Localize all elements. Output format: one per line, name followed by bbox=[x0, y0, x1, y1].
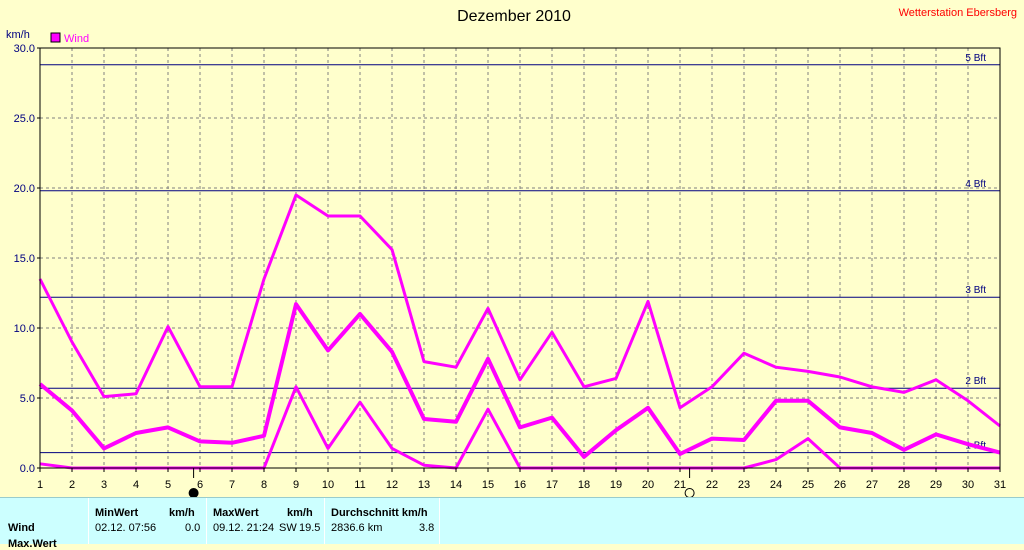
max-direction: SW bbox=[279, 522, 297, 534]
x-tick-label: 15 bbox=[482, 479, 494, 491]
x-tick-label: 31 bbox=[994, 479, 1006, 491]
moon-phases bbox=[188, 468, 695, 497]
min-value: 0.0 bbox=[185, 522, 201, 534]
stats-panel: Wind Max.Wert MinWert km/h 02.12. 07:56 … bbox=[0, 497, 1024, 550]
avg-value: 3.8 bbox=[419, 522, 435, 534]
min-time: 02.12. 07:56 bbox=[95, 522, 157, 534]
x-tick-label: 1 bbox=[37, 479, 43, 491]
y-tick-label: 25.0 bbox=[14, 113, 35, 125]
stats-label-col: Wind Max.Wert bbox=[0, 498, 88, 550]
x-tick-label: 2 bbox=[69, 479, 75, 491]
x-tick-label: 9 bbox=[293, 479, 299, 491]
max-unit-header: km/h bbox=[287, 507, 313, 519]
max-header: MaxWert bbox=[213, 507, 259, 519]
x-tick-label: 14 bbox=[450, 479, 462, 491]
x-tick-label: 23 bbox=[738, 479, 750, 491]
beaufort-label: 4 Bft bbox=[965, 179, 986, 190]
wind-chart: Dezember 2010 Wetterstation Ebersberg km… bbox=[6, 7, 1017, 497]
x-tick-label: 29 bbox=[930, 479, 942, 491]
series-line-avg bbox=[38, 302, 1001, 459]
x-tick-label: 3 bbox=[101, 479, 107, 491]
y-tick-label: 5.0 bbox=[20, 393, 35, 405]
chart-title: Dezember 2010 bbox=[457, 8, 571, 25]
new-moon-icon bbox=[188, 488, 199, 497]
beaufort-label: 2 Bft bbox=[965, 376, 986, 387]
x-tick-label: 13 bbox=[418, 479, 430, 491]
max-time: 09.12. 21:24 bbox=[213, 522, 275, 534]
x-tick-label: 10 bbox=[322, 479, 334, 491]
x-tick-label: 27 bbox=[866, 479, 878, 491]
x-tick-label: 25 bbox=[802, 479, 814, 491]
avg-header: Durchschnitt km/h bbox=[331, 507, 428, 519]
x-tick-label: 26 bbox=[834, 479, 846, 491]
stats-max-col: MaxWert km/h 09.12. 21:24 SW 19.5 bbox=[206, 498, 324, 544]
x-tick-label: 5 bbox=[165, 479, 171, 491]
min-unit-header: km/h bbox=[169, 507, 195, 519]
x-tick-label: 24 bbox=[770, 479, 782, 491]
x-tick-label: 4 bbox=[133, 479, 139, 491]
x-tick-label: 21 bbox=[674, 479, 686, 491]
y-tick-label: 0.0 bbox=[20, 463, 35, 475]
row-label-wind: Wind bbox=[8, 522, 35, 534]
legend-label: Wind bbox=[64, 33, 89, 45]
legend-swatch bbox=[50, 32, 61, 43]
beaufort-label: 3 Bft bbox=[965, 285, 986, 296]
x-tick-label: 18 bbox=[578, 479, 590, 491]
x-tick-label: 17 bbox=[546, 479, 558, 491]
x-tick-label: 16 bbox=[514, 479, 526, 491]
min-header: MinWert bbox=[95, 507, 139, 519]
beaufort-label: 5 Bft bbox=[965, 53, 986, 64]
y-tick-label: 15.0 bbox=[14, 253, 35, 265]
x-tick-label: 20 bbox=[642, 479, 654, 491]
grid bbox=[40, 48, 1000, 468]
x-tick-label: 28 bbox=[898, 479, 910, 491]
y-tick-label: 30.0 bbox=[14, 43, 35, 55]
y-tick-label: 10.0 bbox=[14, 323, 35, 335]
x-tick-label: 12 bbox=[386, 479, 398, 491]
x-tick-label: 7 bbox=[229, 479, 235, 491]
y-tick-label: 20.0 bbox=[14, 183, 35, 195]
stats-avg-col: Durchschnitt km/h 2836.6 km 3.8 bbox=[324, 498, 440, 544]
x-tick-label: 19 bbox=[610, 479, 622, 491]
max-value: 19.5 bbox=[299, 522, 321, 534]
series-line-max bbox=[38, 193, 1001, 428]
avg-distance: 2836.6 km bbox=[331, 522, 383, 534]
row-label-max: Max.Wert bbox=[8, 538, 57, 550]
y-unit-label: km/h bbox=[6, 29, 30, 41]
x-tick-label: 11 bbox=[354, 479, 365, 491]
station-name: Wetterstation Ebersberg bbox=[899, 7, 1017, 19]
plot-frame bbox=[39, 47, 1001, 469]
x-tick-label: 30 bbox=[962, 479, 974, 491]
axes: 1 2 3 4 5 6 7 8 9 10 11 12 13 14 15 16 17 18 19 20 21 22 23 24 2… bbox=[14, 43, 1007, 491]
x-tick-label: 8 bbox=[261, 479, 267, 491]
x-tick-label: 22 bbox=[706, 479, 718, 491]
full-moon-icon bbox=[684, 488, 695, 497]
stats-min-col: MinWert km/h 02.12. 07:56 0.0 bbox=[88, 498, 206, 544]
x-tick-label: 6 bbox=[197, 479, 203, 491]
